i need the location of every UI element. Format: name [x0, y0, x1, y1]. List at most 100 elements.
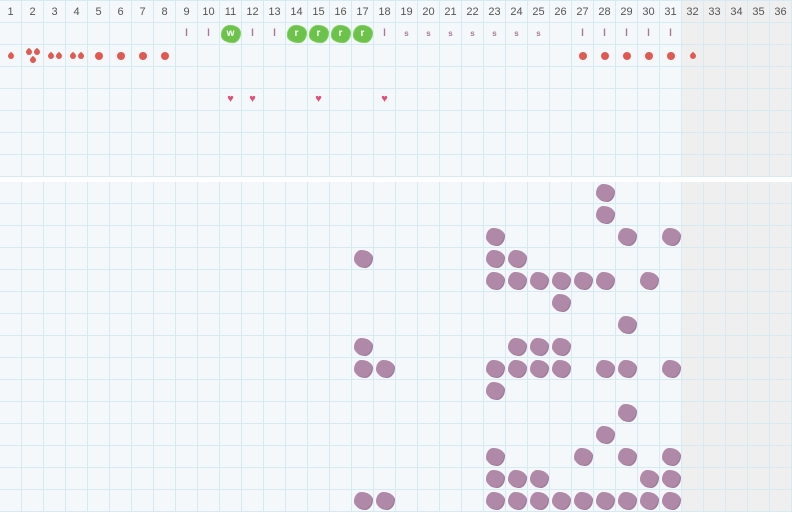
cell-row6-day35[interactable] — [748, 133, 770, 155]
cell-bottom-row6-day21[interactable] — [440, 292, 462, 314]
cell-row6-day31[interactable] — [660, 133, 682, 155]
cell-row3-day8[interactable] — [154, 67, 176, 89]
cell-bottom-row3-day33[interactable] — [704, 226, 726, 248]
cell-bottom-row3-day7[interactable] — [132, 226, 154, 248]
cell-bottom-row13-day6[interactable] — [110, 446, 132, 468]
cell-row6-day4[interactable] — [66, 133, 88, 155]
cell-bottom-row11-day36[interactable] — [770, 402, 792, 424]
cell-row7-day36[interactable] — [770, 155, 792, 177]
cell-row5-day15[interactable] — [308, 111, 330, 133]
cell-bottom-row6-day12[interactable] — [242, 292, 264, 314]
cell-bottom-row7-day24[interactable] — [506, 314, 528, 336]
cell-bottom-row9-day36[interactable] — [770, 358, 792, 380]
cell-bottom-row14-day17[interactable] — [352, 468, 374, 490]
cell-row4-day31[interactable] — [660, 89, 682, 111]
cell-bottom-row11-day4[interactable] — [66, 402, 88, 424]
cell-row1-day19[interactable]: s — [396, 23, 418, 45]
cell-row2-day29[interactable] — [616, 45, 638, 67]
cell-bottom-row10-day16[interactable] — [330, 380, 352, 402]
cell-bottom-row4-day11[interactable] — [220, 248, 242, 270]
cell-bottom-row1-day18[interactable] — [374, 182, 396, 204]
cell-bottom-row4-day6[interactable] — [110, 248, 132, 270]
cell-bottom-row5-day10[interactable] — [198, 270, 220, 292]
cell-row1-day7[interactable] — [132, 23, 154, 45]
cell-bottom-row2-day5[interactable] — [88, 204, 110, 226]
cell-row1-day22[interactable]: s — [462, 23, 484, 45]
cell-bottom-row7-day30[interactable] — [638, 314, 660, 336]
cell-row7-day29[interactable] — [616, 155, 638, 177]
cell-bottom-row2-day1[interactable] — [0, 204, 22, 226]
cell-bottom-row8-day15[interactable] — [308, 336, 330, 358]
cell-row6-day28[interactable] — [594, 133, 616, 155]
cell-bottom-row5-day4[interactable] — [66, 270, 88, 292]
cell-bottom-row12-day33[interactable] — [704, 424, 726, 446]
cell-bottom-row6-day34[interactable] — [726, 292, 748, 314]
cell-row4-day8[interactable] — [154, 89, 176, 111]
cell-bottom-row4-day36[interactable] — [770, 248, 792, 270]
cell-row3-day30[interactable] — [638, 67, 660, 89]
cell-row3-day2[interactable] — [22, 67, 44, 89]
cell-bottom-row2-day33[interactable] — [704, 204, 726, 226]
cell-bottom-row12-day15[interactable] — [308, 424, 330, 446]
cell-bottom-row3-day14[interactable] — [286, 226, 308, 248]
cell-bottom-row4-day29[interactable] — [616, 248, 638, 270]
cell-bottom-row2-day15[interactable] — [308, 204, 330, 226]
cell-bottom-row3-day8[interactable] — [154, 226, 176, 248]
cell-bottom-row4-day25[interactable] — [528, 248, 550, 270]
cell-bottom-row10-day8[interactable] — [154, 380, 176, 402]
cell-bottom-row4-day26[interactable] — [550, 248, 572, 270]
cell-bottom-row7-day6[interactable] — [110, 314, 132, 336]
cell-row4-day13[interactable] — [264, 89, 286, 111]
cell-bottom-row11-day28[interactable] — [594, 402, 616, 424]
cell-bottom-row9-day10[interactable] — [198, 358, 220, 380]
cell-bottom-row3-day1[interactable] — [0, 226, 22, 248]
cell-bottom-row9-day1[interactable] — [0, 358, 22, 380]
cell-row6-day24[interactable] — [506, 133, 528, 155]
cell-row7-day13[interactable] — [264, 155, 286, 177]
cell-bottom-row6-day14[interactable] — [286, 292, 308, 314]
cell-bottom-row7-day33[interactable] — [704, 314, 726, 336]
cell-bottom-row9-day14[interactable] — [286, 358, 308, 380]
cell-row2-day8[interactable] — [154, 45, 176, 67]
cell-row2-day35[interactable] — [748, 45, 770, 67]
cell-bottom-row2-day10[interactable] — [198, 204, 220, 226]
cell-bottom-row13-day27[interactable] — [572, 446, 594, 468]
cell-bottom-row5-day18[interactable] — [374, 270, 396, 292]
cell-bottom-row8-day26[interactable] — [550, 336, 572, 358]
cell-bottom-row14-day31[interactable] — [660, 468, 682, 490]
cell-bottom-row7-day17[interactable] — [352, 314, 374, 336]
cell-bottom-row5-day11[interactable] — [220, 270, 242, 292]
cell-bottom-row2-day7[interactable] — [132, 204, 154, 226]
cell-row7-day24[interactable] — [506, 155, 528, 177]
cell-bottom-row6-day23[interactable] — [484, 292, 506, 314]
cell-row4-day26[interactable] — [550, 89, 572, 111]
cell-row3-day29[interactable] — [616, 67, 638, 89]
cell-bottom-row14-day35[interactable] — [748, 468, 770, 490]
cell-row5-day28[interactable] — [594, 111, 616, 133]
cell-bottom-row10-day36[interactable] — [770, 380, 792, 402]
cell-bottom-row10-day15[interactable] — [308, 380, 330, 402]
cell-row6-day1[interactable] — [0, 133, 22, 155]
cell-bottom-row5-day21[interactable] — [440, 270, 462, 292]
cell-bottom-row3-day6[interactable] — [110, 226, 132, 248]
cell-bottom-row14-day2[interactable] — [22, 468, 44, 490]
cell-row6-day15[interactable] — [308, 133, 330, 155]
cell-row3-day18[interactable] — [374, 67, 396, 89]
cell-bottom-row5-day29[interactable] — [616, 270, 638, 292]
cell-row3-day35[interactable] — [748, 67, 770, 89]
cell-row7-day34[interactable] — [726, 155, 748, 177]
cell-row4-day15[interactable]: ♥ — [308, 89, 330, 111]
cell-row1-day12[interactable]: l — [242, 23, 264, 45]
cell-bottom-row13-day21[interactable] — [440, 446, 462, 468]
cell-row3-day9[interactable] — [176, 67, 198, 89]
cell-row7-day6[interactable] — [110, 155, 132, 177]
cell-bottom-row12-day10[interactable] — [198, 424, 220, 446]
cell-bottom-row8-day21[interactable] — [440, 336, 462, 358]
cell-row3-day14[interactable] — [286, 67, 308, 89]
cell-row5-day18[interactable] — [374, 111, 396, 133]
cell-row2-day10[interactable] — [198, 45, 220, 67]
cell-bottom-row9-day24[interactable] — [506, 358, 528, 380]
cell-bottom-row7-day26[interactable] — [550, 314, 572, 336]
cell-bottom-row14-day9[interactable] — [176, 468, 198, 490]
cell-bottom-row14-day33[interactable] — [704, 468, 726, 490]
